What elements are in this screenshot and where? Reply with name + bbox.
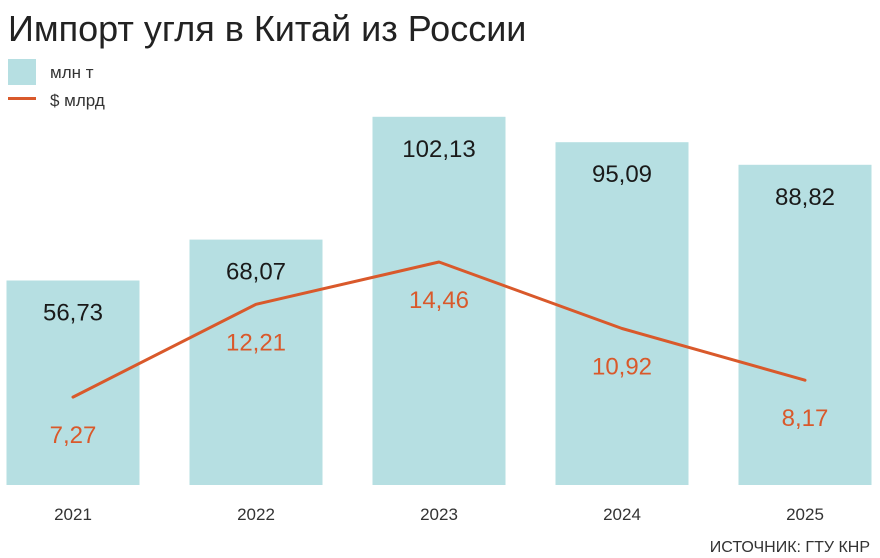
bar-2021 xyxy=(6,280,140,485)
bar-value-label-2025: 88,82 xyxy=(775,184,835,211)
x-tick-2024: 2024 xyxy=(603,505,641,524)
bar-value-label-2022: 68,07 xyxy=(226,259,286,286)
bar-value-label-2024: 95,09 xyxy=(592,161,652,188)
x-tick-2022: 2022 xyxy=(237,505,275,524)
bar-2022 xyxy=(189,239,323,485)
legend-line-swatch xyxy=(8,97,36,100)
line-value-labels: 7,27 12,21 14,46 10,92 8,17 xyxy=(50,287,829,449)
legend-bar-swatch xyxy=(8,59,36,85)
x-tick-2021: 2021 xyxy=(54,505,92,524)
bar-value-label-2021: 56,73 xyxy=(43,300,103,327)
bar-value-labels: 56,73 68,07 102,13 95,09 88,82 xyxy=(43,136,835,327)
legend-line-label: $ млрд xyxy=(50,91,105,110)
bar-2023 xyxy=(372,116,506,486)
x-tick-2025: 2025 xyxy=(786,505,824,524)
legend: млн т $ млрд xyxy=(8,59,105,110)
line-value-label-2022: 12,21 xyxy=(226,329,286,356)
source-note: ИСТОЧНИК: ГТУ КНР xyxy=(710,539,870,556)
x-tick-2023: 2023 xyxy=(420,505,458,524)
bar-2025 xyxy=(738,164,872,486)
line-value-label-2021: 7,27 xyxy=(50,422,97,449)
line-value-label-2024: 10,92 xyxy=(592,354,652,381)
bar-value-label-2023: 102,13 xyxy=(402,136,475,163)
line-value-label-2025: 8,17 xyxy=(782,405,829,432)
bar-2024 xyxy=(555,142,689,485)
legend-bar-label: млн т xyxy=(50,63,94,82)
line-value-label-2023: 14,46 xyxy=(409,287,469,314)
x-axis-ticks: 2021 2022 2023 2024 2025 xyxy=(54,505,824,524)
usd-line xyxy=(71,260,807,399)
chart-title: Импорт угля в Китай из России xyxy=(8,8,526,49)
bar-series xyxy=(6,116,872,486)
